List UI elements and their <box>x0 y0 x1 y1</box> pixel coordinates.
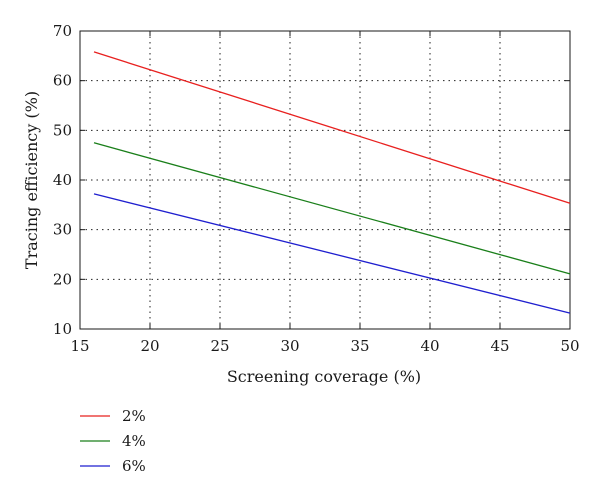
x-axis-title: Screening coverage (%) <box>227 367 421 386</box>
y-tick-label: 30 <box>53 221 72 239</box>
grid-lines <box>80 31 570 329</box>
axis-ticks <box>79 30 571 330</box>
legend-label-3: 6% <box>122 457 146 475</box>
y-tick-label: 20 <box>53 270 72 288</box>
x-tick-label: 25 <box>210 337 229 355</box>
y-tick-label: 50 <box>53 121 72 139</box>
x-tick-label: 20 <box>140 337 159 355</box>
legend: 2% 4% 6% <box>80 407 146 475</box>
y-tick-label: 40 <box>53 171 72 189</box>
y-tick-label: 70 <box>53 22 72 40</box>
legend-label-2: 4% <box>122 432 146 450</box>
y-axis-title: Tracing efficiency (%) <box>22 91 41 269</box>
series-line-1 <box>93 51 571 204</box>
x-tick-label: 45 <box>490 337 509 355</box>
series-line-2 <box>93 142 571 275</box>
y-tick-label: 10 <box>53 320 72 338</box>
series-lines <box>93 51 571 314</box>
y-tick-label: 60 <box>53 72 72 90</box>
legend-label-1: 2% <box>122 407 146 425</box>
x-tick-label: 50 <box>560 337 579 355</box>
x-tick-label: 30 <box>280 337 299 355</box>
x-tick-label: 15 <box>70 337 89 355</box>
series-line-3 <box>93 193 571 314</box>
x-tick-label: 40 <box>420 337 439 355</box>
x-tick-label: 35 <box>350 337 369 355</box>
tick-labels: 15 20 25 30 35 40 45 50 10 20 30 40 50 60 70 <box>53 22 580 355</box>
